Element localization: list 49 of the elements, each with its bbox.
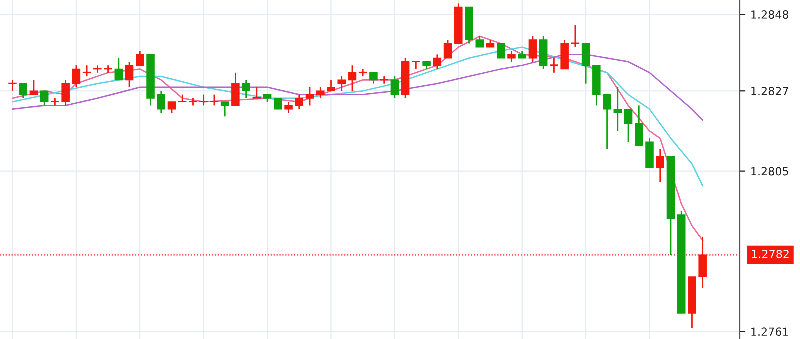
ref-line-label: 1.2782 — [752, 250, 789, 258]
candlestick — [136, 50, 144, 66]
candlestick — [370, 72, 378, 85]
candlestick — [19, 83, 28, 100]
candlestick — [603, 94, 612, 150]
candlestick — [30, 80, 38, 96]
candlestick — [338, 76, 346, 92]
candlestick — [496, 43, 506, 59]
candlestick — [62, 80, 70, 106]
candlestick — [295, 94, 304, 110]
candlestick — [508, 50, 516, 63]
y-tick-label: 1.2761 — [752, 328, 788, 336]
candlestick — [40, 90, 49, 106]
candlestick — [316, 86, 325, 100]
candlestick — [550, 58, 558, 74]
candlestick — [624, 108, 633, 143]
candlestick — [242, 80, 250, 100]
candlestick — [476, 36, 484, 48]
candlestick — [114, 58, 124, 81]
candlestick — [252, 86, 262, 100]
candlestick — [82, 64, 92, 78]
candlestick — [327, 80, 336, 92]
candlestick — [284, 101, 293, 114]
candlestick — [444, 39, 452, 60]
candlestick — [635, 105, 644, 146]
candlestick — [220, 101, 230, 118]
candlestick — [72, 64, 81, 88]
candlestick — [157, 90, 166, 114]
candlestick — [232, 72, 240, 106]
candlestick — [614, 86, 622, 132]
line-series — [12, 46, 704, 187]
line-series — [12, 36, 704, 242]
candlestick — [168, 101, 176, 114]
candlestick — [200, 94, 208, 106]
y-tick-label: 1.2848 — [752, 10, 789, 19]
candlestick — [8, 80, 17, 92]
candlestick — [433, 54, 442, 70]
candlestick — [348, 64, 357, 92]
y-tick-label: 1.2827 — [752, 87, 788, 96]
candlestick — [125, 61, 134, 88]
candlestick — [210, 94, 219, 106]
candlestick — [656, 148, 665, 183]
candlestick — [306, 86, 314, 106]
candlestick — [528, 36, 538, 63]
candlestick — [274, 98, 282, 110]
candlestick — [390, 76, 400, 100]
y-tick-label: 1.2805 — [752, 167, 788, 176]
candlestick — [412, 61, 420, 70]
candlestick — [582, 43, 590, 85]
